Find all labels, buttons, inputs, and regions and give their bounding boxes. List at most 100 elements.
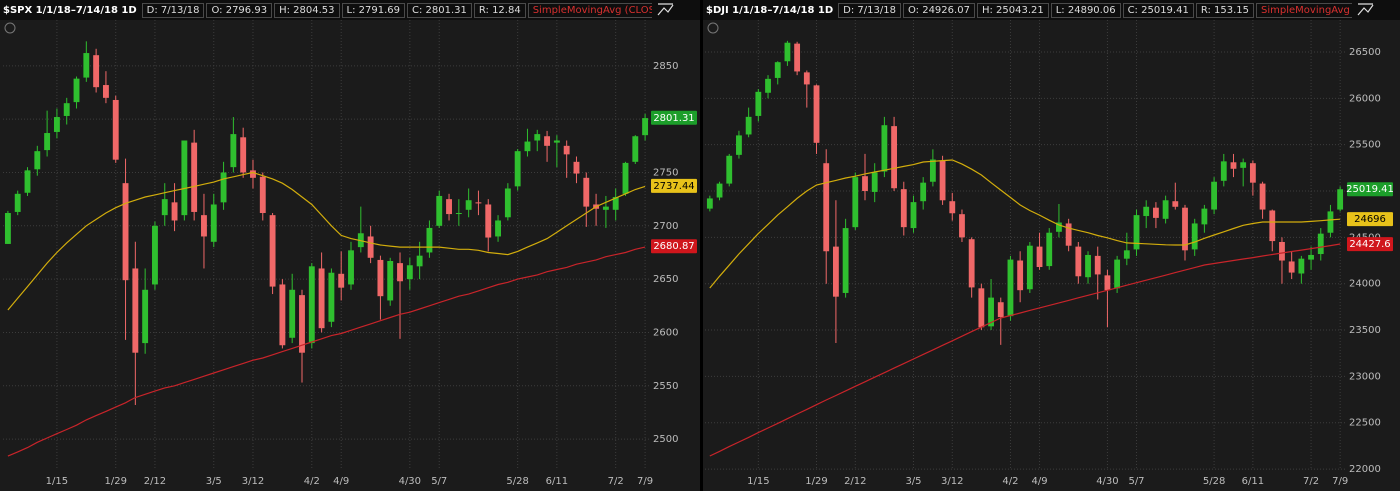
- candle-body: [1036, 246, 1043, 268]
- x-tick-label: 1/15: [747, 476, 769, 487]
- candle-body: [622, 162, 629, 194]
- candle-body: [122, 183, 129, 281]
- alert-icon: [4, 22, 16, 34]
- candle-body: [612, 197, 619, 210]
- candle-body: [387, 260, 394, 301]
- candle-body: [1056, 222, 1062, 232]
- y-tick-label: 26000: [1349, 93, 1381, 104]
- candle-body: [1075, 246, 1082, 277]
- candle-body: [259, 176, 266, 214]
- y-tick-label: 2700: [653, 221, 678, 232]
- candle-body: [544, 136, 551, 146]
- x-tick-label: 7/2: [608, 476, 624, 487]
- candle-body: [269, 215, 276, 287]
- candle-body: [299, 295, 305, 353]
- x-tick-label: 1/29: [805, 476, 827, 487]
- candle-body: [871, 172, 878, 192]
- quote-info: O: 24926.07: [902, 2, 975, 18]
- candle-body: [279, 284, 286, 346]
- candle-body: [842, 228, 849, 293]
- candle-body: [949, 201, 956, 214]
- moving-average-line: [7, 171, 646, 311]
- header-icon-area: [652, 0, 700, 20]
- moving-average-line: [709, 243, 1341, 457]
- candle-body: [161, 199, 168, 216]
- candle-body: [1308, 254, 1314, 260]
- price-badge: [651, 178, 697, 193]
- candle-body: [706, 198, 713, 209]
- candle-body: [73, 78, 80, 103]
- candle-body: [455, 213, 462, 215]
- candle-body: [765, 78, 771, 93]
- price-badge-label: 25019.41: [1346, 184, 1394, 195]
- quote-info: R: 153.15: [1195, 2, 1255, 18]
- x-tick-label: 5/28: [1203, 476, 1225, 487]
- chart: 250025502600265027002750280028501/151/29…: [3, 0, 700, 487]
- moving-average-line: [709, 159, 1341, 289]
- candle-body: [1327, 211, 1334, 233]
- x-tick-label: 7/9: [637, 476, 653, 487]
- dji-panel: 2200022500230002350024000245002500025500…: [703, 0, 1400, 491]
- candle-body: [1249, 163, 1256, 183]
- candle-body: [632, 136, 639, 162]
- y-tick-label: 26500: [1349, 47, 1381, 58]
- quote-info: C: 2801.31: [406, 2, 472, 18]
- symbol: $SPX 1/1/18–7/14/18 1D: [3, 4, 137, 16]
- candle-body: [1230, 162, 1237, 169]
- candle-body: [1017, 260, 1024, 291]
- candle-body: [53, 117, 60, 132]
- chart-settings-icon: [657, 3, 674, 16]
- candle-body: [1046, 232, 1053, 267]
- x-tick-label: 4/2: [304, 476, 320, 487]
- x-tick-label: 2/12: [844, 476, 866, 487]
- candle-body: [1317, 233, 1324, 255]
- candle-body: [862, 176, 868, 192]
- candle-body: [1162, 200, 1169, 219]
- candle-body: [813, 85, 820, 143]
- candle-body: [642, 118, 649, 136]
- y-tick-label: 2650: [653, 274, 678, 285]
- x-tick-label: 1/29: [105, 476, 127, 487]
- y-tick-label: 23500: [1349, 325, 1381, 336]
- candle-body: [132, 268, 139, 353]
- x-tick-label: 5/28: [506, 476, 528, 487]
- candle-body: [1288, 261, 1295, 273]
- candle-body: [1298, 258, 1305, 274]
- candle-body: [602, 206, 609, 210]
- candle-body: [308, 266, 315, 344]
- spx-panel: 250025502600265027002750280028501/151/29…: [0, 0, 700, 491]
- candle-body: [939, 160, 946, 201]
- price-badge-label: 24427.6: [1349, 239, 1390, 250]
- candle-body: [534, 134, 541, 141]
- candle-body: [1191, 223, 1198, 250]
- candle-body: [563, 145, 570, 155]
- x-tick-label: 7/9: [1332, 476, 1348, 487]
- candle-body: [1026, 245, 1033, 290]
- x-tick-label: 3/12: [242, 476, 264, 487]
- candle-body: [416, 255, 423, 267]
- candle-body: [1172, 201, 1179, 207]
- candle-body: [24, 170, 31, 193]
- candle-body: [338, 273, 345, 288]
- y-tick-label: 25500: [1349, 140, 1381, 151]
- x-tick-label: 1/15: [46, 476, 68, 487]
- y-tick-label: 2500: [653, 434, 678, 445]
- quote-info: R: 12.84: [473, 2, 526, 18]
- candle-body: [959, 214, 965, 238]
- y-tick-label: 2750: [653, 167, 678, 178]
- candle-body: [495, 220, 501, 237]
- x-tick-label: 4/9: [1031, 476, 1047, 487]
- y-tick-label: 22500: [1349, 418, 1381, 429]
- candle-body: [997, 302, 1004, 318]
- candle-body: [524, 141, 531, 152]
- candle-body: [191, 142, 198, 212]
- quote-info: H: 2804.53: [274, 2, 340, 18]
- quote-info: L: 24890.06: [1050, 2, 1121, 18]
- candle-body: [978, 288, 985, 328]
- candle-body: [755, 91, 762, 116]
- candle-body: [833, 246, 839, 297]
- candle-body: [803, 72, 810, 85]
- x-tick-label: 4/9: [333, 476, 349, 487]
- candle-body: [210, 204, 217, 242]
